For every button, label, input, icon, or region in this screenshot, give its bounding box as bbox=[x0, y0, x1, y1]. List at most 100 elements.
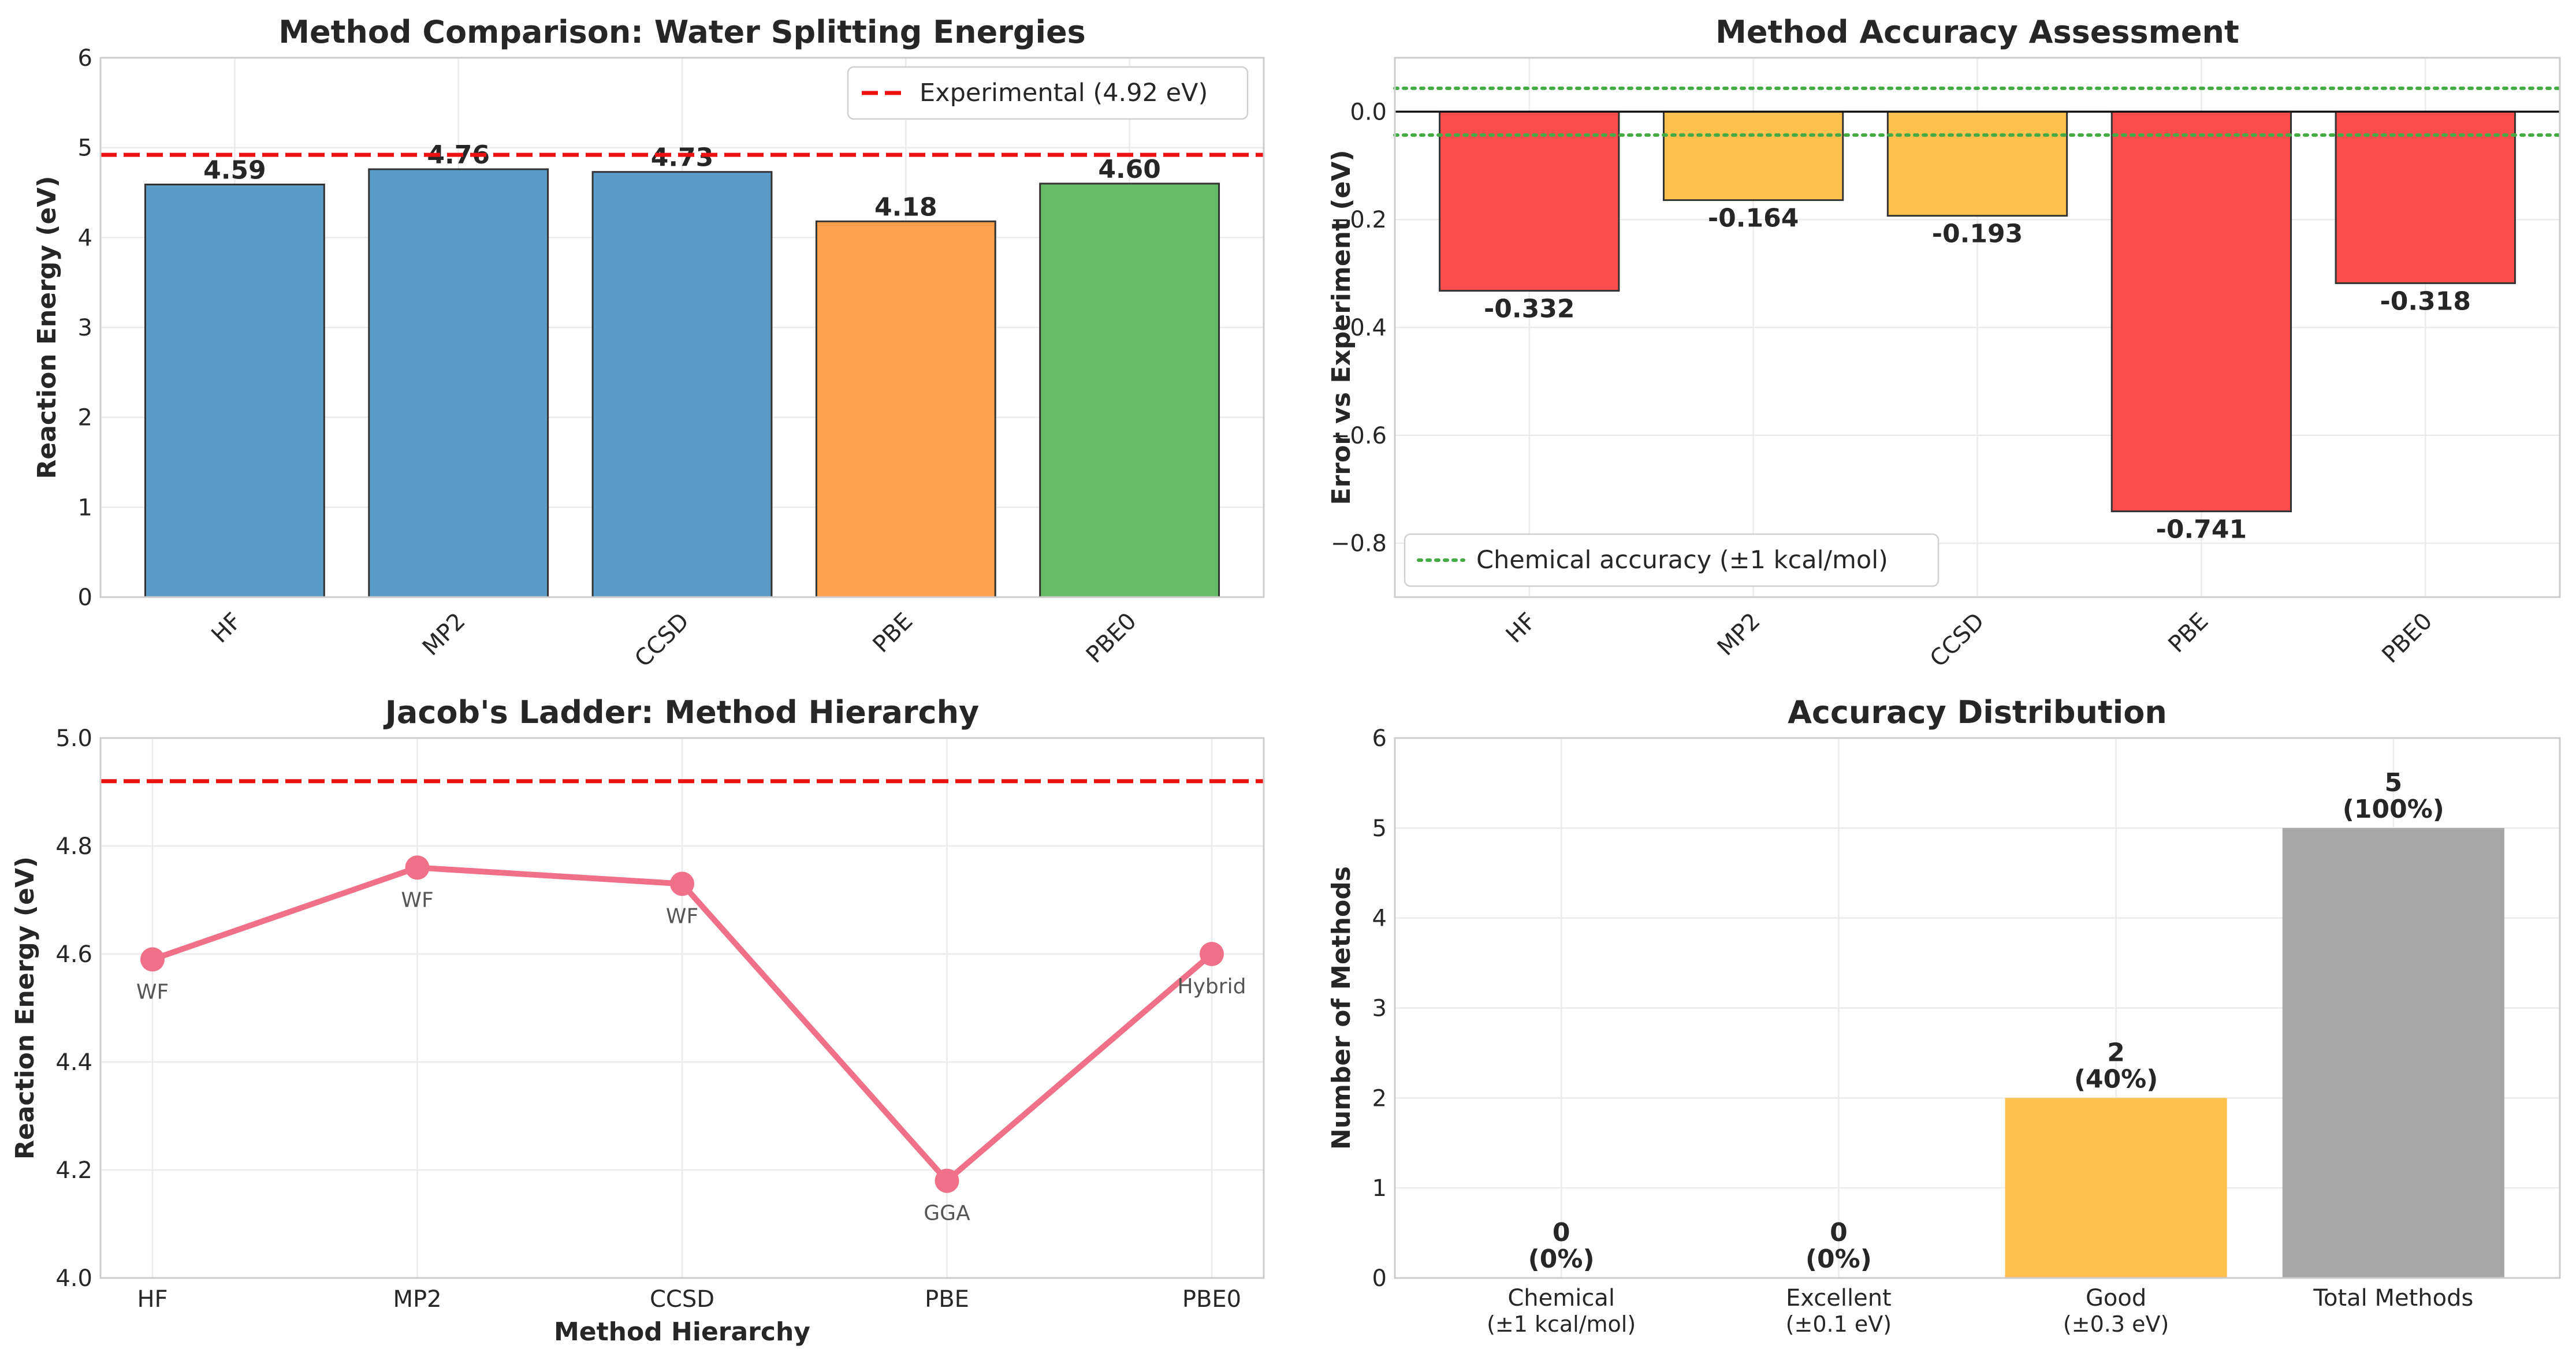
x-tick-label: Total Methods bbox=[2313, 1285, 2473, 1311]
y-tick-label: 0 bbox=[1372, 1265, 1387, 1292]
x-tick-sublabel: (±0.1 eV) bbox=[1786, 1311, 1892, 1337]
y-tick-label: 3 bbox=[1372, 996, 1387, 1022]
bar-count-label: 2 bbox=[2107, 1038, 2125, 1067]
y-tick-label: 5.0 bbox=[55, 725, 92, 752]
bar bbox=[144, 183, 325, 598]
bar-value-label: -0.318 bbox=[2380, 286, 2471, 316]
bar bbox=[1886, 110, 2068, 217]
bar-value-label: -0.741 bbox=[2156, 515, 2247, 544]
legend-label: Experimental (4.92 eV) bbox=[920, 79, 1208, 107]
bar bbox=[1039, 182, 1220, 598]
x-tick-label: PBE0 bbox=[2377, 608, 2437, 669]
point-annotation: Hybrid bbox=[1178, 975, 1246, 998]
x-tick-label: PBE bbox=[925, 1286, 969, 1313]
data-point bbox=[140, 947, 165, 972]
y-tick-label: 5 bbox=[1372, 815, 1387, 842]
y-tick-label: −0.6 bbox=[1331, 423, 1387, 449]
bar-value-label: 4.73 bbox=[651, 143, 714, 173]
bar bbox=[1662, 110, 1844, 202]
x-tick-label: HF bbox=[1501, 608, 1542, 649]
data-point bbox=[405, 855, 430, 880]
legend-label: Chemical accuracy (±1 kcal/mol) bbox=[1476, 546, 1888, 575]
y-tick-label: −0.2 bbox=[1331, 207, 1387, 233]
bar-value-label: 4.18 bbox=[874, 192, 937, 222]
y-tick-label: 5 bbox=[78, 135, 92, 162]
bar bbox=[2005, 1098, 2227, 1278]
point-annotation: WF bbox=[666, 904, 698, 928]
axes-frame bbox=[1394, 57, 2561, 598]
point-annotation: WF bbox=[136, 980, 169, 1004]
data-point bbox=[1200, 942, 1224, 966]
bar bbox=[2335, 110, 2516, 284]
x-tick-label: CCSD bbox=[630, 608, 694, 673]
bar-value-label: -0.332 bbox=[1484, 294, 1574, 323]
y-tick-label: 4 bbox=[1372, 905, 1387, 932]
y-tick-label: 0 bbox=[78, 584, 92, 611]
x-tick-sublabel: (±0.3 eV) bbox=[2063, 1311, 2169, 1337]
y-tick-label: 4.0 bbox=[55, 1265, 92, 1292]
y-tick-label: 4 bbox=[78, 225, 92, 251]
y-axis-label: Reaction Energy (eV) bbox=[32, 176, 62, 479]
bar-value-label: 4.59 bbox=[203, 155, 266, 185]
bar-percent-label: (0%) bbox=[1806, 1244, 1872, 1274]
bar-value-label: -0.164 bbox=[1708, 204, 1799, 233]
y-tick-label: 4.4 bbox=[55, 1049, 92, 1076]
axes-frame bbox=[99, 737, 1265, 1279]
y-tick-label: 3 bbox=[78, 315, 92, 341]
point-annotation: WF bbox=[401, 888, 433, 912]
legend: Experimental (4.92 eV) bbox=[847, 66, 1249, 120]
x-axis-label: Method Hierarchy bbox=[554, 1317, 810, 1347]
x-tick-label: PBE bbox=[2164, 608, 2214, 658]
y-tick-label: 4.8 bbox=[55, 833, 92, 860]
bar-value-label: 4.60 bbox=[1098, 155, 1161, 184]
bar-percent-label: (0%) bbox=[1528, 1244, 1595, 1274]
bar bbox=[2110, 110, 2292, 512]
x-tick-label: Excellent bbox=[1786, 1285, 1892, 1311]
y-tick-label: 4.6 bbox=[55, 941, 92, 968]
x-tick-label: PBE bbox=[868, 608, 918, 658]
x-tick-label: PBE0 bbox=[1182, 1286, 1241, 1313]
bar bbox=[368, 168, 549, 598]
bar bbox=[1439, 110, 1620, 292]
bar-count-label: 0 bbox=[1553, 1218, 1570, 1247]
x-tick-label: PBE0 bbox=[1081, 608, 1142, 669]
legend-box bbox=[1404, 533, 1940, 587]
x-tick-label: Chemical bbox=[1507, 1285, 1615, 1311]
x-tick-sublabel: (±1 kcal/mol) bbox=[1487, 1311, 1636, 1337]
legend-box bbox=[847, 66, 1249, 120]
data-point bbox=[935, 1168, 959, 1193]
y-tick-label: 1 bbox=[1372, 1175, 1387, 1202]
chart-title: Method Accuracy Assessment bbox=[1715, 14, 2239, 50]
x-tick-label: CCSD bbox=[1925, 608, 1990, 673]
x-tick-label: MP2 bbox=[1713, 608, 1766, 661]
bar bbox=[2282, 828, 2504, 1278]
bar-value-label: -0.193 bbox=[1932, 219, 2023, 249]
y-axis-label: Reaction Energy (eV) bbox=[10, 856, 40, 1160]
y-tick-label: −0.8 bbox=[1331, 531, 1387, 557]
x-tick-label: HF bbox=[206, 608, 247, 649]
panel-3: 4.0 4.2 4.4 4.6 4.8 5.0 WF WF WF GGA Hybrid HF MP2 CC… bbox=[10, 694, 1265, 1347]
y-axis-label: Error vs Experiment (eV) bbox=[1327, 150, 1356, 505]
x-tick-label: HF bbox=[137, 1286, 167, 1313]
x-tick-label: MP2 bbox=[418, 608, 471, 661]
y-tick-label: 2 bbox=[1372, 1085, 1387, 1112]
chart-title: Accuracy Distribution bbox=[1788, 694, 2167, 731]
legend: Chemical accuracy (±1 kcal/mol) bbox=[1404, 533, 1940, 587]
y-tick-label: 0.0 bbox=[1350, 99, 1387, 125]
chart-title: Jacob's Ladder: Method Hierarchy bbox=[383, 694, 979, 731]
x-tick-label: Good bbox=[2086, 1285, 2146, 1311]
x-tick-label: CCSD bbox=[650, 1286, 714, 1313]
panel-2: 0.0 −0.2 −0.4 −0.6 −0.8 -0.332 -0.164 -0.193 -0.… bbox=[1327, 14, 2562, 673]
y-axis-label: Number of Methods bbox=[1327, 866, 1356, 1150]
bar-percent-label: (40%) bbox=[2074, 1064, 2158, 1094]
y-tick-label: 4.2 bbox=[55, 1157, 92, 1184]
data-point bbox=[670, 871, 694, 896]
point-annotation: GGA bbox=[924, 1202, 970, 1225]
y-tick-label: −0.4 bbox=[1331, 315, 1387, 341]
y-tick-label: 6 bbox=[78, 45, 92, 72]
bar bbox=[815, 220, 996, 598]
bar bbox=[591, 171, 773, 598]
